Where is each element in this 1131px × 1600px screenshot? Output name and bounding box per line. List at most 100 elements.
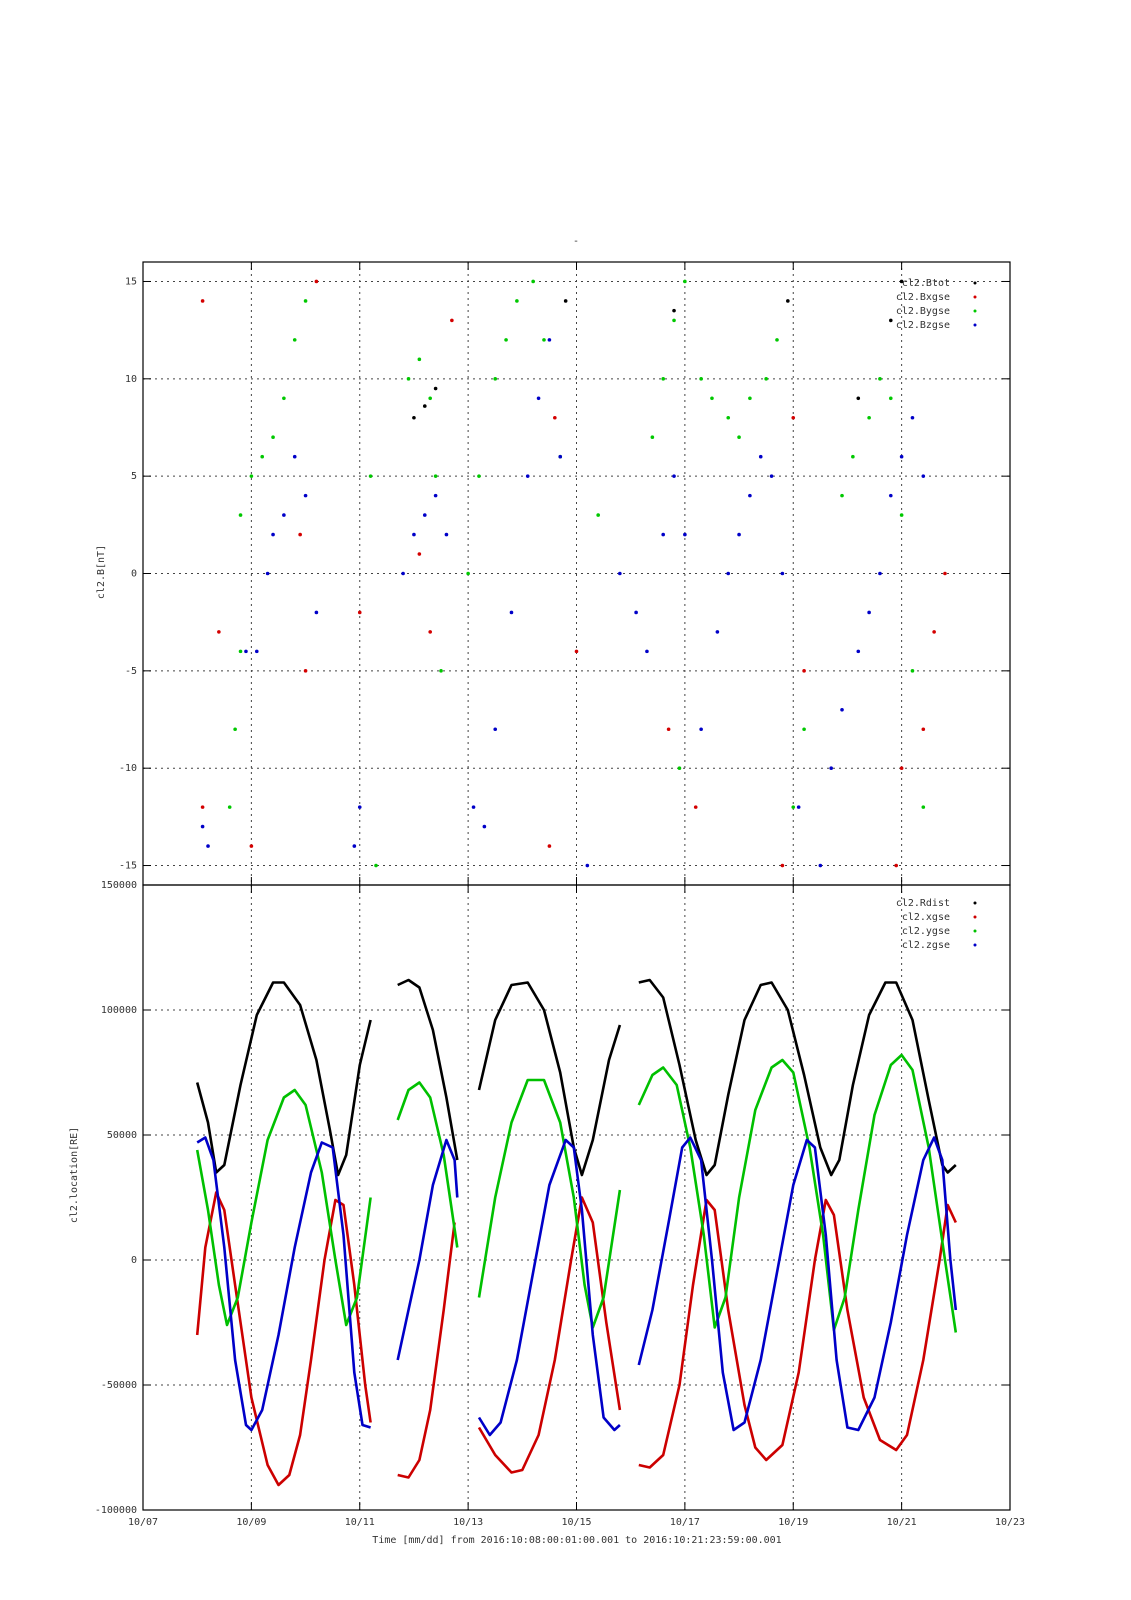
data-point (840, 707, 844, 712)
data-point (650, 435, 655, 440)
data-point (227, 805, 232, 809)
data-point (840, 493, 844, 498)
location-y-ticks: -100000 -50000 0 50000 100000 150000 (95, 880, 1010, 1516)
data-point (249, 844, 254, 848)
data-point (769, 474, 774, 478)
data-point (910, 415, 915, 420)
data-point (265, 571, 270, 576)
data-point (899, 454, 904, 459)
data-point (238, 649, 243, 654)
data-point (899, 513, 904, 517)
data-point (314, 610, 319, 615)
series-line (396, 1138, 459, 1361)
x-tick-label: 10/23 (995, 1517, 1025, 1528)
data-point (553, 415, 557, 420)
data-point (374, 863, 378, 868)
data-point (260, 454, 265, 459)
data-point (737, 435, 741, 440)
data-point (699, 377, 703, 381)
data-point (206, 844, 210, 848)
data-point (758, 454, 763, 459)
data-point (683, 279, 687, 284)
legend-marker (973, 281, 977, 285)
data-point (715, 630, 720, 634)
data-point (493, 377, 498, 381)
data-point (888, 396, 893, 401)
x-tick-label: 10/13 (453, 1517, 483, 1528)
data-point (439, 669, 443, 673)
series-cl2-Bzgse (200, 338, 926, 868)
series-cl2-Btot (412, 279, 904, 420)
data-point (748, 493, 752, 498)
x-tick-label: 10/07 (128, 1517, 158, 1528)
series-line (195, 1088, 372, 1327)
data-point (515, 299, 519, 303)
data-point (829, 766, 833, 770)
legend-label: cl2.xgse (902, 912, 950, 923)
data-point (547, 338, 552, 342)
legend-marker (973, 295, 977, 299)
y-tick-label: 150000 (101, 880, 137, 891)
magnetic-field-y-axis-label: cl2.B[nT] (96, 545, 107, 599)
data-point (428, 630, 432, 634)
figure-title: - (573, 236, 579, 247)
data-point (661, 377, 665, 381)
data-point (878, 377, 882, 381)
series-line (397, 978, 459, 1161)
data-point (357, 805, 362, 809)
y-tick-label: -5 (125, 666, 137, 677)
data-point (303, 299, 308, 303)
y-tick-label: 10 (125, 374, 137, 385)
data-point (775, 338, 779, 342)
data-point (547, 844, 552, 848)
data-point (699, 727, 703, 732)
legend-label: cl2.Bygse (896, 306, 950, 317)
location-panel: -100000 -50000 0 50000 100000 150000 cl2.Rdis… (69, 880, 1011, 1516)
data-point (899, 766, 904, 770)
y-tick-label: -50000 (101, 1380, 137, 1391)
data-point (249, 474, 254, 478)
data-point (856, 396, 861, 401)
data-point (433, 474, 438, 478)
data-point (433, 386, 438, 391)
data-point (254, 649, 259, 654)
data-point (618, 571, 622, 576)
location-grid (142, 884, 1011, 1511)
data-point (899, 279, 904, 284)
data-point (726, 571, 731, 576)
data-point (894, 863, 899, 868)
magnetic-field-legend: cl2.Btot cl2.Bxgse cl2.Bygse cl2.Bzgse (896, 278, 977, 331)
magnetic-field-marks (200, 279, 947, 868)
data-point (796, 805, 801, 809)
data-point (856, 649, 861, 654)
series-cl2-Rdist (195, 978, 957, 1177)
data-point (504, 338, 508, 342)
data-point (482, 824, 487, 829)
data-point (271, 435, 275, 440)
y-tick-label: -100000 (95, 1505, 137, 1516)
data-point (303, 493, 308, 498)
y-tick-label: 0 (131, 569, 137, 580)
legend-marker (973, 929, 977, 933)
magnetic-field-y-ticks: -15 -10 -5 0 5 10 15 (119, 276, 1010, 872)
location-legend: cl2.Rdist cl2.xgse cl2.ygse cl2.zgse (896, 898, 977, 951)
data-point (303, 669, 308, 673)
series-line (477, 1138, 621, 1437)
legend-label: cl2.Bzgse (896, 320, 950, 331)
data-point (888, 493, 893, 498)
data-point (412, 415, 416, 420)
data-point (888, 318, 893, 323)
data-point (368, 474, 373, 478)
y-tick-label: 50000 (107, 1130, 137, 1141)
location-y-axis-label: cl2.location[RE] (69, 1127, 80, 1223)
data-point (217, 630, 221, 634)
legend-label: cl2.Btot (902, 278, 950, 289)
x-tick-label: 10/17 (670, 1517, 700, 1528)
location-marks (195, 978, 958, 1487)
data-point (791, 415, 796, 420)
data-point (672, 318, 676, 323)
data-point (292, 338, 297, 342)
data-point (466, 571, 470, 576)
data-point (693, 805, 698, 809)
